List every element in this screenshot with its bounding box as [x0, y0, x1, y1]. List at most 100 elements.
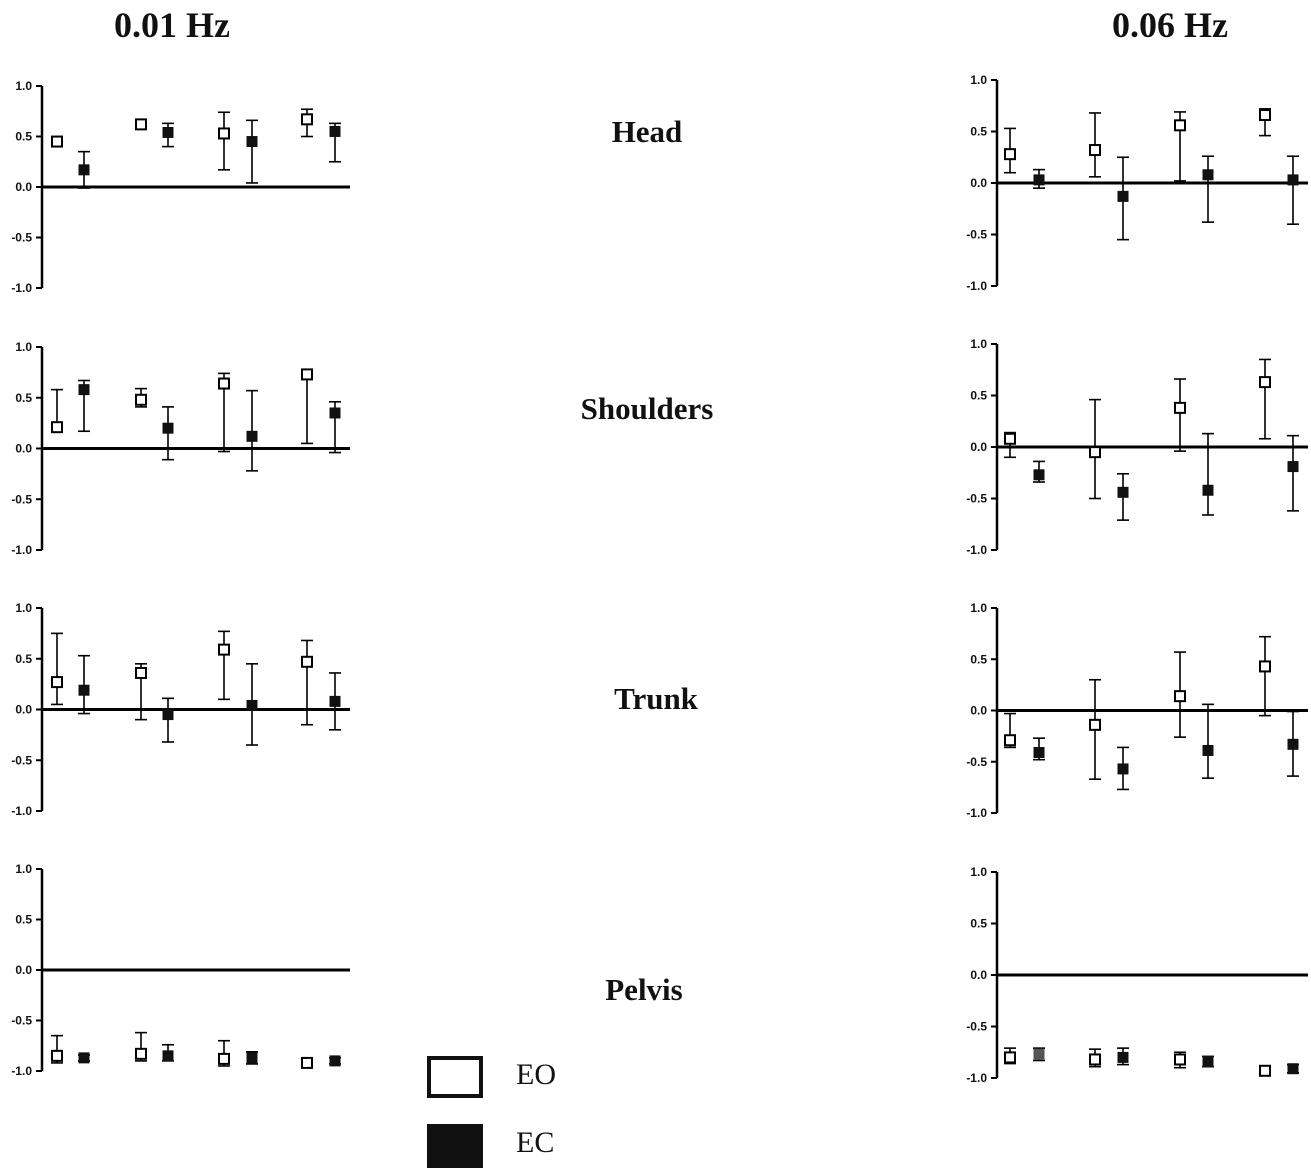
ec-point [162, 1050, 174, 1062]
legend-ec-swatch [427, 1124, 483, 1168]
y-tick-label: 0.5 [15, 652, 32, 666]
eo-point [135, 666, 147, 679]
y-tick-label: 0.0 [15, 442, 32, 456]
y-tick-label: 0.5 [970, 917, 987, 931]
ec-point [329, 695, 341, 707]
eo-point [1004, 148, 1016, 161]
ec-point [1033, 1048, 1045, 1060]
ec-point [1033, 469, 1045, 481]
ec-point [1287, 738, 1299, 750]
row-label-shoulders: Shoulders [580, 391, 714, 426]
y-tick-label: 0.5 [970, 125, 987, 139]
ec-point [1202, 484, 1214, 496]
y-tick-label: -1.0 [11, 281, 32, 295]
eo-point [51, 1049, 63, 1062]
y-tick-label: 1.0 [970, 73, 987, 87]
ec-point [162, 422, 174, 434]
y-tick-label: -0.5 [11, 753, 32, 767]
y-tick-label: -0.5 [966, 1020, 987, 1034]
ec-point [1287, 461, 1299, 473]
eo-point [1089, 144, 1101, 157]
y-tick-label: -1.0 [966, 543, 987, 557]
y-tick-label: 0.5 [970, 652, 987, 666]
eo-point [1174, 119, 1186, 132]
title-left: 0.01 Hz [114, 5, 230, 45]
row-label-pelvis: Pelvis [605, 972, 683, 1007]
y-tick-label: 1.0 [970, 337, 987, 351]
eo-point [135, 118, 147, 131]
ec-point [1202, 169, 1214, 181]
ec-point [329, 407, 341, 419]
ec-point [162, 126, 174, 138]
eo-point [218, 127, 230, 140]
ec-point [78, 164, 90, 176]
row-label-trunk: Trunk [614, 681, 698, 716]
y-tick-label: 1.0 [15, 79, 32, 93]
eo-point [301, 113, 313, 126]
eo-point [51, 676, 63, 689]
legend-eo-swatch [427, 1056, 483, 1098]
eo-point [1174, 1053, 1186, 1066]
ec-point [246, 136, 258, 148]
y-tick-label: -0.5 [11, 1014, 32, 1028]
eo-point [1004, 432, 1016, 445]
title-right: 0.06 Hz [1112, 5, 1228, 45]
eo-point [1174, 401, 1186, 414]
eo-point [301, 368, 313, 381]
y-tick-label: -0.5 [966, 755, 987, 769]
ec-point [329, 1055, 341, 1067]
ec-point [1117, 486, 1129, 498]
y-tick-label: 1.0 [15, 601, 32, 615]
y-tick-label: -1.0 [11, 804, 32, 818]
ec-point [1033, 747, 1045, 759]
y-tick-label: 0.5 [15, 130, 32, 144]
ec-point [78, 684, 90, 696]
eo-point [1004, 1051, 1016, 1064]
eo-point [301, 1056, 313, 1069]
ec-point [246, 1052, 258, 1064]
eo-point [1089, 718, 1101, 731]
y-tick-label: 1.0 [970, 865, 987, 879]
ec-point [246, 699, 258, 711]
row-label-head: Head [611, 114, 683, 149]
y-tick-label: 0.0 [970, 704, 987, 718]
eo-point [1089, 446, 1101, 459]
y-tick-label: -1.0 [966, 806, 987, 820]
y-tick-label: 0.5 [15, 913, 32, 927]
ec-point [1202, 744, 1214, 756]
ec-point [78, 1052, 90, 1064]
ec-point [329, 125, 341, 137]
y-tick-label: -1.0 [966, 279, 987, 293]
y-tick-label: -0.5 [966, 228, 987, 242]
eo-point [135, 1047, 147, 1060]
y-tick-label: -1.0 [11, 543, 32, 557]
y-tick-label: 0.5 [15, 391, 32, 405]
y-tick-label: 0.0 [970, 440, 987, 454]
y-tick-label: 0.0 [15, 703, 32, 717]
y-tick-label: 1.0 [15, 862, 32, 876]
eo-point [1089, 1053, 1101, 1066]
y-tick-label: -1.0 [966, 1071, 987, 1085]
ec-point [1287, 174, 1299, 186]
eo-point [218, 1052, 230, 1065]
y-tick-label: 0.0 [970, 968, 987, 982]
ec-point [1117, 1051, 1129, 1063]
ec-point [162, 709, 174, 721]
eo-point [51, 421, 63, 434]
eo-point [51, 135, 63, 148]
y-tick-label: 1.0 [970, 601, 987, 615]
eo-point [218, 643, 230, 656]
eo-point [135, 393, 147, 406]
eo-point [1259, 660, 1271, 673]
y-tick-label: -0.5 [11, 492, 32, 506]
y-tick-label: 1.0 [15, 340, 32, 354]
ec-point [1117, 763, 1129, 775]
legend-ec-label: EC [516, 1126, 555, 1159]
y-tick-label: -1.0 [11, 1064, 32, 1078]
y-tick-label: 0.5 [970, 389, 987, 403]
legend-eo-label: EO [516, 1058, 556, 1091]
eo-point [1259, 376, 1271, 389]
eo-point [1259, 109, 1271, 122]
eo-point [218, 377, 230, 390]
